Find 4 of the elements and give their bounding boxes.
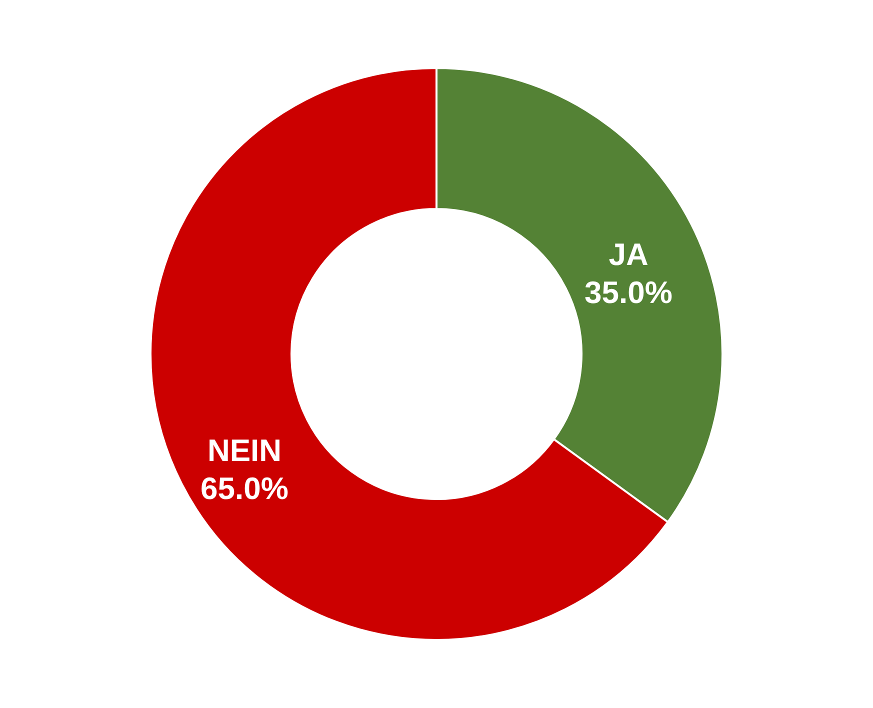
data-label: 35.0% [584, 275, 672, 310]
slice-label: NEIN [207, 432, 282, 468]
slice-label: JA [608, 237, 648, 272]
data-label: 65.0% [200, 470, 288, 506]
